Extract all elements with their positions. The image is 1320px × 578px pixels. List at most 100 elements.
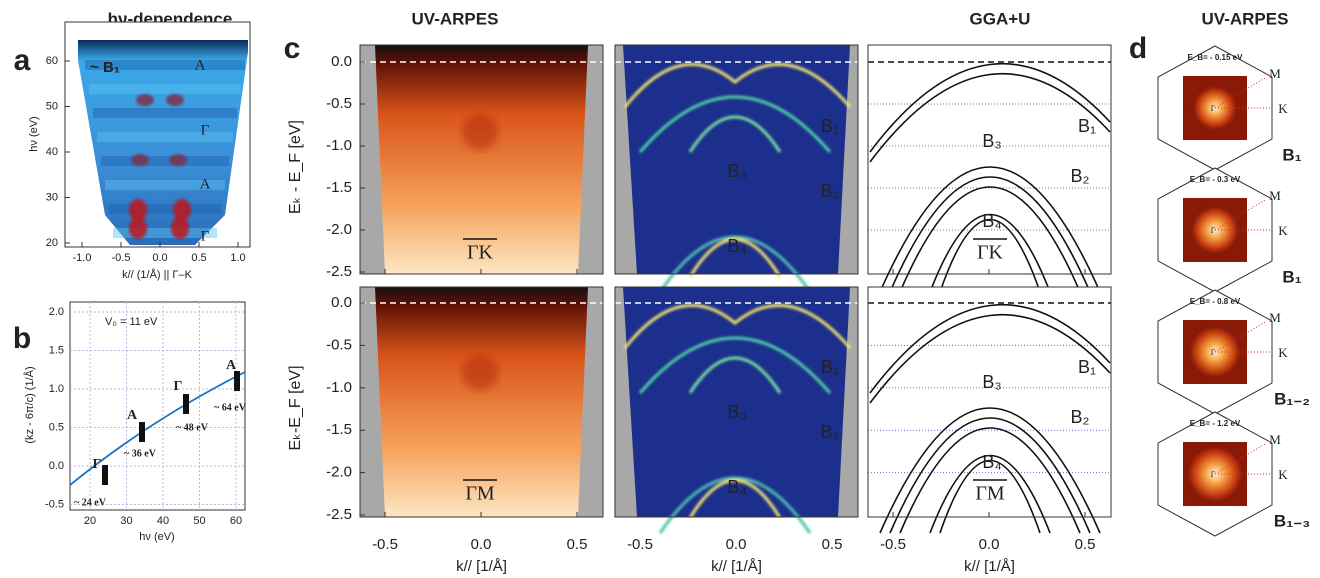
x-tick-label: 60 [230, 515, 242, 527]
arpes-feature [462, 355, 498, 391]
y-tick-label: 40 [46, 146, 58, 158]
kz-marker [102, 465, 108, 485]
annotation: Γ [93, 457, 102, 472]
y-tick-label: 1.0 [49, 383, 64, 395]
arpes-spot [169, 154, 187, 166]
y-tick-label: -2.5 [326, 263, 352, 280]
band-trace [688, 115, 782, 153]
band-curve [869, 73, 1111, 163]
energy-label: E_B= - 0.15 eV [1188, 53, 1244, 62]
arpes-band [85, 60, 245, 70]
y-tick-label: 0.5 [49, 421, 64, 433]
path-line [1214, 199, 1266, 231]
y-tick-label: -1.5 [326, 179, 352, 196]
band-trace [638, 336, 832, 394]
y-tick-label: -1.0 [326, 379, 352, 396]
x-tick-label: -1.0 [73, 252, 92, 264]
x-tick-label: 0.0 [726, 536, 747, 553]
kz-marker [234, 371, 240, 391]
band-curve [939, 218, 1041, 293]
path-line [1214, 321, 1266, 353]
band-label: B₃ [727, 161, 746, 181]
band-curve [869, 63, 1111, 153]
panel-letter: a [14, 44, 31, 77]
x-tick-label: 0.0 [979, 536, 1000, 553]
kz-curve [69, 371, 246, 486]
kz-marker [183, 394, 189, 414]
path-line [1214, 443, 1266, 475]
y-tick-label: 0.0 [331, 53, 352, 70]
curvature-bands [623, 62, 852, 293]
band-curve [939, 459, 1041, 534]
point-label: M [1269, 188, 1281, 203]
arpes-band [93, 108, 237, 118]
band-label: B₂ [821, 181, 840, 201]
annotation: ~ 36 eV [124, 448, 157, 459]
y-tick-label: -0.5 [326, 95, 352, 112]
x-axis-label: k// [1/Å] [711, 558, 762, 575]
band-curve [869, 314, 1111, 404]
path-line [1214, 77, 1266, 109]
map-label: B₁ [1282, 145, 1301, 164]
energy-label: E_B= - 0.3 eV [1190, 175, 1241, 184]
arpes-image [375, 45, 588, 274]
direction-label: ΓM [975, 483, 1005, 505]
annotation: ~ 64 eV [214, 402, 247, 413]
y-tick-label: 1.5 [49, 344, 64, 356]
arpes-band [97, 132, 233, 142]
band-trace [658, 476, 812, 534]
point-label: K [1278, 223, 1288, 238]
annotation: A [200, 176, 211, 192]
band-label: B₄ [727, 236, 746, 256]
y-tick-label: 2.0 [49, 306, 64, 318]
y-tick-label: 60 [46, 55, 58, 67]
band-curve [889, 417, 1091, 534]
arpes-image [375, 287, 588, 517]
band-curve [889, 176, 1091, 293]
x-tick-label: 0.0 [471, 536, 492, 553]
point-label: M [1269, 432, 1281, 447]
panel-title: GGA+U [970, 9, 1031, 28]
arpes-image [78, 40, 248, 245]
x-tick-label: 50 [193, 515, 205, 527]
y-tick-label: -2.5 [326, 506, 352, 523]
arpes-spot [129, 217, 147, 239]
plot-area [69, 301, 246, 511]
band-label: B₃ [727, 402, 746, 422]
y-tick-label: -2.0 [326, 464, 352, 481]
point-label: K [1278, 467, 1288, 482]
band-curve [929, 454, 1051, 534]
band-label: B₄ [727, 477, 746, 497]
plot-area [868, 287, 1111, 517]
energy-label: E_B= - 0.8 eV [1190, 297, 1241, 306]
band-trace [688, 479, 782, 519]
y-tick-label: -0.5 [45, 498, 64, 510]
panel-letter: c [284, 32, 301, 65]
map-label: B₁₋₂ [1274, 389, 1310, 408]
point-label: Γ [1211, 104, 1216, 113]
band-label: B₄ [982, 211, 1001, 231]
x-tick-label: 40 [157, 515, 169, 527]
arpes-band [113, 228, 217, 238]
x-tick-label: 0.5 [1075, 536, 1096, 553]
arpes-band [105, 180, 225, 190]
arpes-band [89, 84, 241, 94]
band-trace [623, 62, 852, 108]
band-trace [688, 238, 782, 278]
annotation: ~ 24 eV [74, 497, 107, 508]
x-tick-label: 20 [84, 515, 96, 527]
x-tick-label: 0.5 [191, 252, 206, 264]
band-label: B₄ [982, 452, 1001, 472]
y-tick-label: 50 [46, 100, 58, 112]
point-label: K [1278, 101, 1288, 116]
point-label: Γ [1211, 348, 1216, 357]
band-label: B₂ [1071, 407, 1090, 427]
band-trace [638, 95, 832, 153]
point-label: M [1269, 66, 1281, 81]
x-tick-label: 0.5 [567, 536, 588, 553]
direction-label: ΓK [467, 242, 494, 264]
band-label: B₃ [982, 131, 1001, 151]
band-curve [929, 213, 1051, 293]
